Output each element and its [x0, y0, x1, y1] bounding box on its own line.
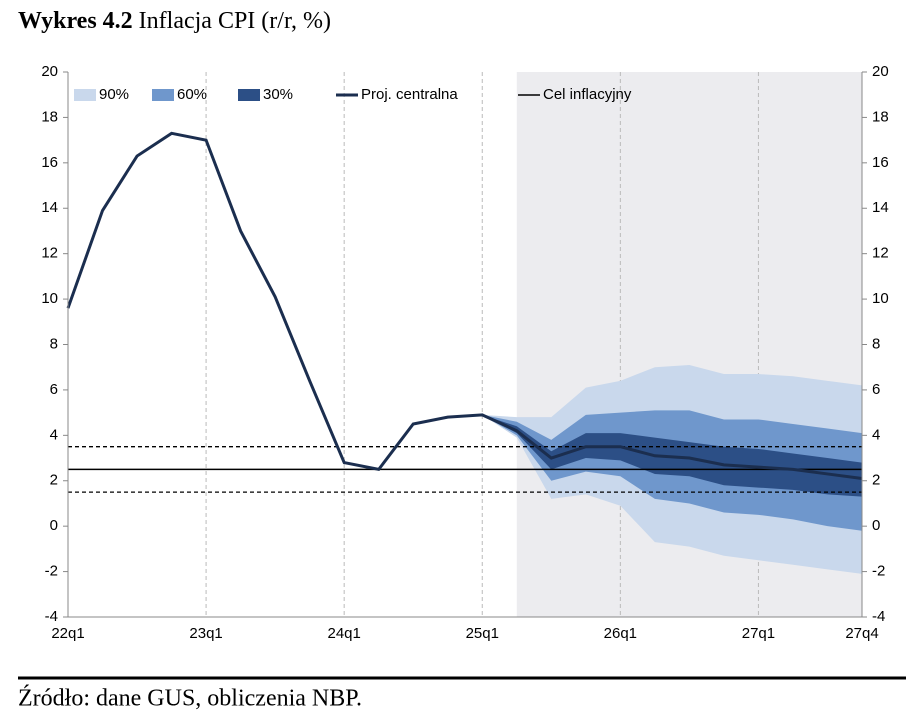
y2-tick-label: 0	[872, 517, 880, 534]
y-tick-label: 6	[50, 381, 58, 398]
y2-tick-label: 12	[872, 245, 889, 262]
x-tick-label: 26q1	[604, 625, 637, 642]
y2-tick-label: 10	[872, 290, 889, 307]
y-tick-label: 16	[41, 154, 58, 171]
y2-tick-label: 6	[872, 381, 880, 398]
y2-tick-label: -2	[872, 563, 885, 580]
chart-title: Wykres 4.2 Inflacja CPI (r/r, %)	[18, 8, 331, 34]
x-tick-label: 24q1	[327, 625, 360, 642]
y2-tick-label: 16	[872, 154, 889, 171]
legend-swatch	[238, 89, 260, 101]
x-tick-label: 25q1	[466, 625, 499, 642]
x-tick-label: 23q1	[189, 625, 222, 642]
y2-tick-label: 8	[872, 335, 880, 352]
y-tick-label: 2	[50, 472, 58, 489]
central-line	[66, 131, 863, 480]
y-tick-label: 8	[50, 335, 58, 352]
y-tick-label: -2	[45, 563, 58, 580]
legend-label: Proj. centralna	[361, 86, 458, 103]
y-tick-label: 12	[41, 245, 58, 262]
y-tick-label: 10	[41, 290, 58, 307]
x-tick-label: 27q4	[845, 625, 878, 642]
legend-label: Cel inflacyjny	[543, 86, 632, 103]
y-tick-label: 0	[50, 517, 58, 534]
legend-label: 30%	[263, 86, 293, 103]
legend-label: 90%	[99, 86, 129, 103]
y2-tick-label: 4	[872, 426, 880, 443]
y-tick-label: 20	[41, 63, 58, 80]
x-tick-label: 22q1	[51, 625, 84, 642]
source: Źródło: dane GUS, obliczenia NBP.	[18, 686, 362, 712]
legend-swatch	[152, 89, 174, 101]
legend-label: 60%	[177, 86, 207, 103]
y2-tick-label: 20	[872, 63, 889, 80]
title-text: Inflacja CPI (r/r, %)	[139, 8, 331, 34]
y-tick-label: 14	[41, 199, 58, 216]
y-tick-label: -4	[45, 608, 58, 625]
y2-tick-label: 18	[872, 108, 889, 125]
y2-tick-label: 2	[872, 472, 880, 489]
y2-tick-label: -4	[872, 608, 885, 625]
y-tick-label: 4	[50, 426, 58, 443]
y-tick-label: 18	[41, 108, 58, 125]
y2-tick-label: 14	[872, 199, 889, 216]
legend-swatch	[74, 89, 96, 101]
title-label: Wykres 4.2	[18, 8, 133, 34]
x-tick-label: 27q1	[742, 625, 775, 642]
